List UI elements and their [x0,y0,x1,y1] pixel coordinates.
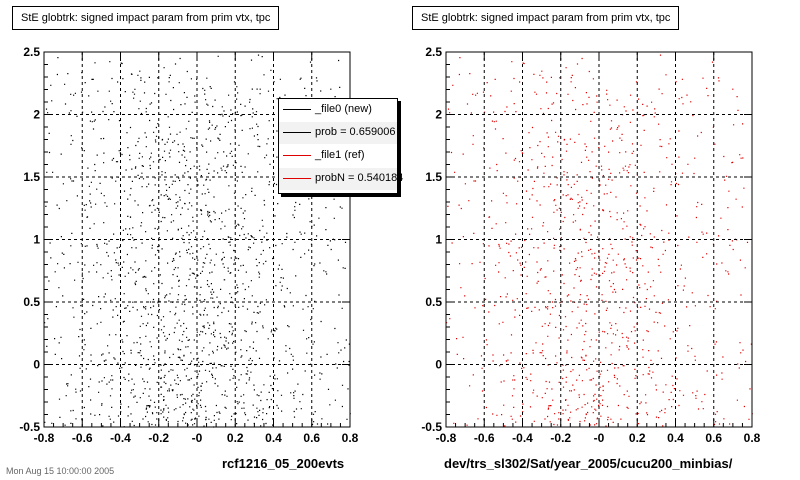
legend-swatch [283,132,311,133]
x-tick-label: -0.4 [512,431,533,445]
y-tick-label: 0 [435,358,442,372]
y-tick-label: -0.5 [19,420,40,434]
legend-label: _file1 (ref) [315,149,365,161]
right-plot: -0.8 -0.6 -0.4 -0.2 -0 0.2 0.4 0.6 0.8 -0.5 0 0.5 1 1… [421,45,760,445]
right-x-axis-label: dev/trs_sl302/Sat/year_2005/cucu200_minb… [444,456,733,471]
left-chart-title: StE globtrk: signed impact param from pr… [12,6,280,30]
legend-entry: probN = 0.540184 [279,168,403,190]
y-tick-label: 0.5 [23,295,40,309]
y-tick-label: 2.5 [425,45,442,59]
y-tick-label: 0.5 [425,295,442,309]
x-tick-label: -0.8 [34,431,55,445]
y-tick-label: -0.5 [421,420,442,434]
x-tick-label: -0 [594,431,605,445]
y-tick-label: 1 [435,233,442,247]
x-tick-label: -0.4 [110,431,131,445]
x-tick-label: -0.8 [436,431,457,445]
legend-label: prob = 0.659006 [315,126,396,138]
legend-label: probN = 0.540184 [315,172,404,184]
x-tick-label: -0.2 [148,431,169,445]
y-tick-label: 1 [33,233,40,247]
y-tick-label: 2 [435,108,442,122]
y-tick-label: 2 [33,108,40,122]
legend-entry: _file0 (new) [279,99,397,121]
legend-swatch [283,109,311,110]
right-chart-title: StE globtrk: signed impact param from pr… [412,6,680,30]
x-tick-label: 0.2 [227,431,244,445]
left-x-axis-label: rcf1216_05_200evts [222,456,345,471]
legend-label: _file0 (new) [315,103,372,115]
x-tick-label: 0.4 [667,431,684,445]
x-tick-label: -0.6 [72,431,93,445]
y-tick-label: 2.5 [23,45,40,59]
y-tick-label: 1.5 [425,170,442,184]
x-tick-label: 0.6 [303,431,320,445]
x-tick-label: -0.2 [550,431,571,445]
x-tick-label: 0.8 [744,431,761,445]
y-tick-label: 1.5 [23,170,40,184]
legend-swatch [283,155,311,156]
legend: _file0 (new) prob = 0.659006 _file1 (ref… [278,98,403,194]
x-tick-label: -0.6 [474,431,495,445]
x-tick-label: 0.4 [265,431,282,445]
x-tick-label: 0.2 [629,431,646,445]
x-tick-label: 0.8 [342,431,359,445]
x-tick-label: -0 [192,431,203,445]
legend-entry: prob = 0.659006 [279,122,397,144]
timestamp-footer: Mon Aug 15 10:00:00 2005 [6,466,115,476]
legend-entry: _file1 (ref) [279,145,397,167]
y-tick-label: 0 [33,358,40,372]
legend-swatch [283,178,311,179]
x-tick-label: 0.6 [705,431,722,445]
